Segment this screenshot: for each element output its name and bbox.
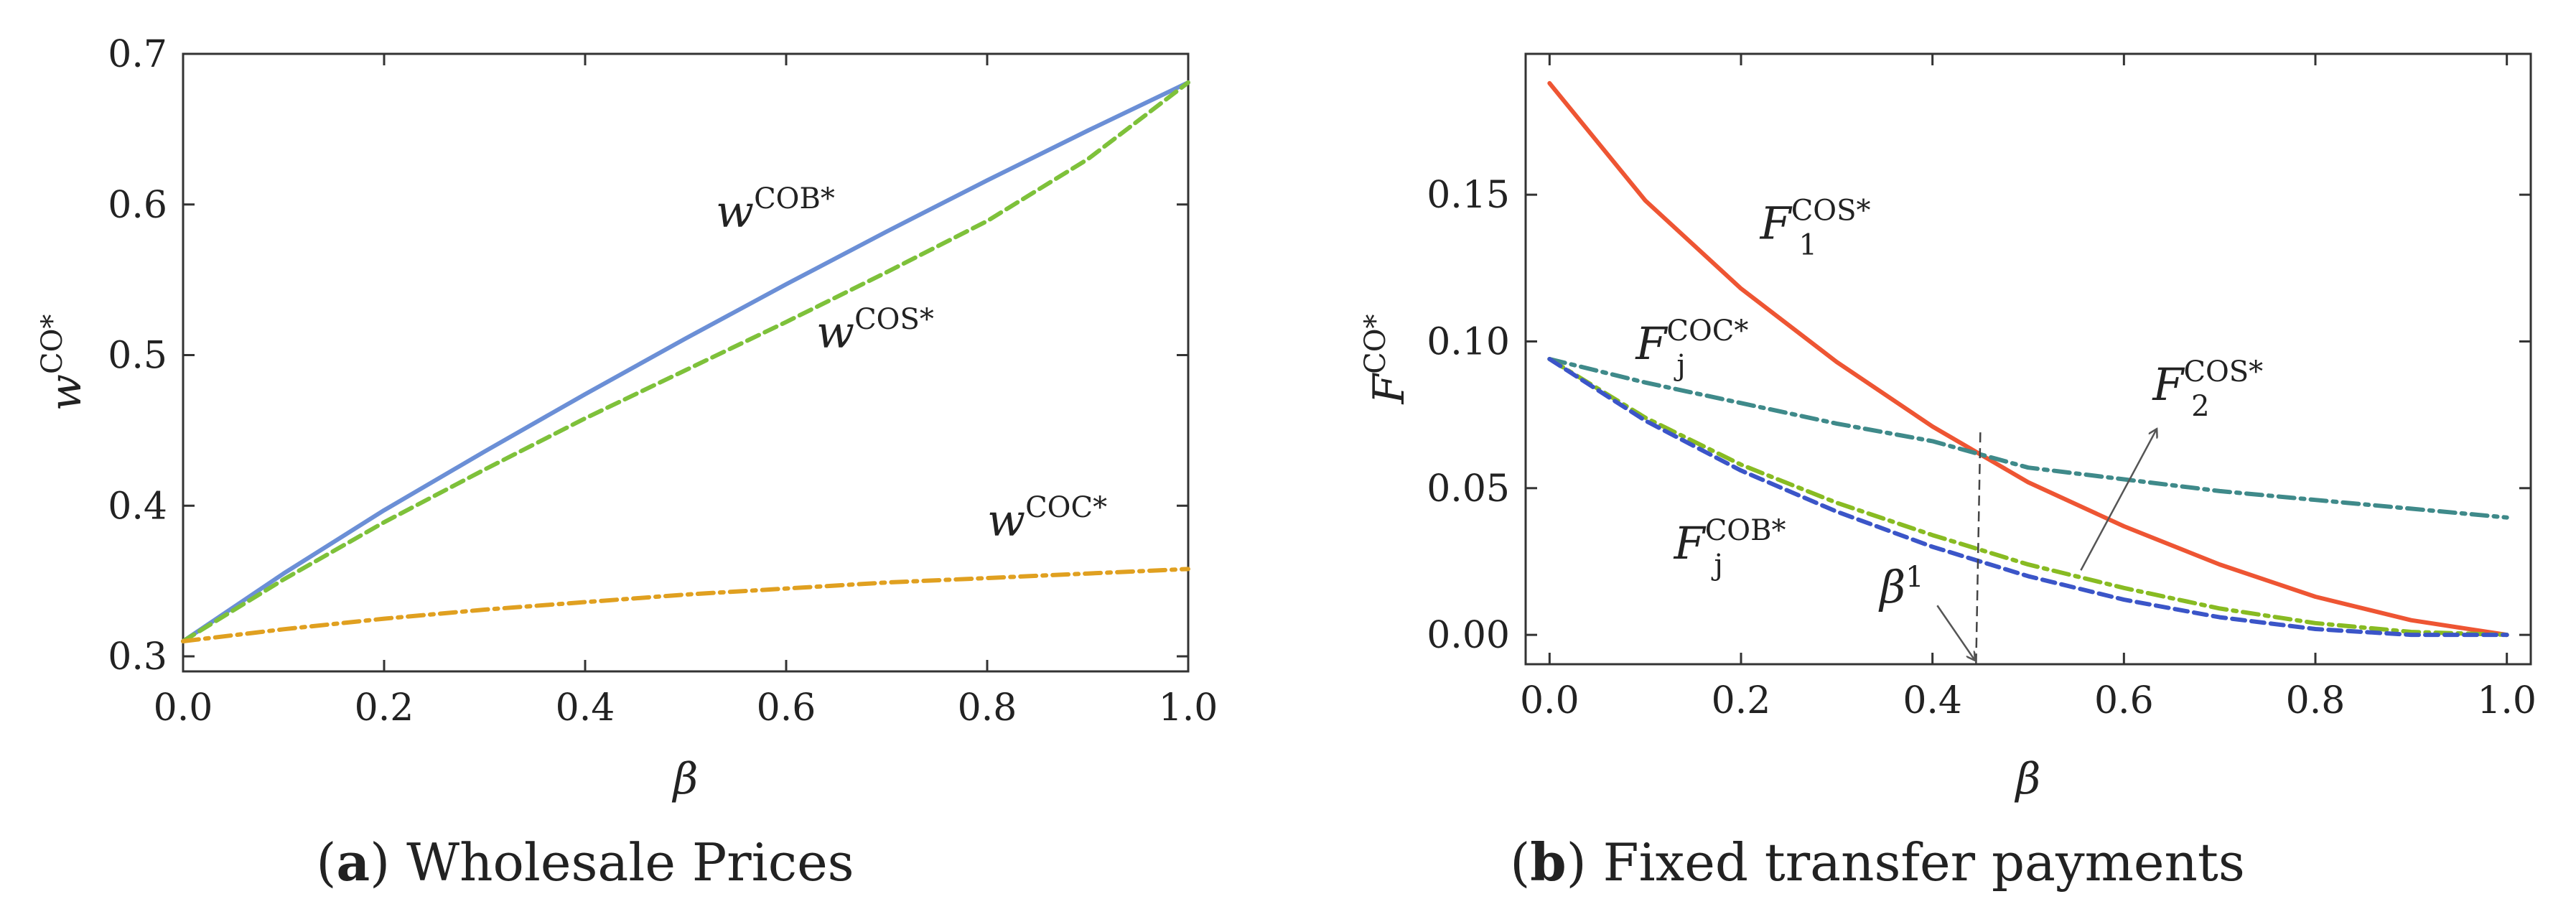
panel-a-ticks: 0.0 0.2 0.4 0.6 0.8 1.0 0.3 0.4 0.5 0.6 0.7 <box>108 33 1218 730</box>
panel-b-series-4-line <box>1547 357 2509 638</box>
panel-a-x-tick-label: 1.0 <box>1159 686 1218 730</box>
panel-b-x-tick-label: 0.4 <box>1903 679 1962 722</box>
panel-b-x-tick-label: 1.0 <box>2477 679 2537 722</box>
panel-b-caption: (b) Fixed transfer payments <box>1510 832 2245 893</box>
panel-a-series-label-base: w <box>716 185 754 238</box>
panel-a-y-axis-label: wCO* <box>36 315 91 411</box>
panel-a-series-label-sup: COS* <box>854 303 934 336</box>
panel-b-x-tick-label: 0.2 <box>1712 679 1771 722</box>
threshold-line <box>1975 432 1982 665</box>
panel-b-series-3-line <box>1547 357 2509 638</box>
panel-a-series-label-base: w <box>987 494 1025 546</box>
panel-b-series-2-line <box>1547 357 2509 520</box>
panel-a-series-label-2: wCOS* <box>816 303 934 358</box>
panel-a-series-label-sup: COB* <box>754 182 835 215</box>
panel-a-series-label-base: w <box>816 306 854 358</box>
panel-b-x-tick-label: 0.8 <box>2286 679 2346 722</box>
panel-b-series-label-2: FCOC* j <box>1635 315 1748 382</box>
panel-b-y-axis-label: FCO* <box>1359 314 1414 404</box>
threshold-label: β1 <box>1878 561 1923 613</box>
panel-b-y-label-base: F <box>1364 373 1414 405</box>
panel-b-series-label-3: FCOS* 2 <box>2152 355 2263 423</box>
panel-a-caption-letter: a <box>336 832 370 893</box>
panel-b-y-tick-label: 0.10 <box>1427 320 1510 363</box>
panel-a-y-label-sup: CO* <box>36 315 69 374</box>
panel-b-caption-letter: b <box>1530 832 1566 893</box>
panel-a-series-label-3: wCOC* <box>987 491 1107 546</box>
panel-a-y-label-base: w <box>41 374 91 411</box>
panel-b-series-label-sub: 2 <box>2191 390 2209 423</box>
panel-b-y-tick-label: 0.15 <box>1427 174 1510 217</box>
panel-b-series-label-4: FCOB* j <box>1674 514 1786 582</box>
panel-b-x-axis-label: β <box>2015 754 2041 804</box>
panel-b-series-label-sub: 1 <box>1799 228 1817 261</box>
panel-a-series-2-line <box>181 80 1190 643</box>
panel-b-annotations: β1 <box>1878 429 2156 665</box>
panel-a-y-tick-label: 0.5 <box>108 335 167 378</box>
panel-b-series-label-sup: COS* <box>1791 194 1871 227</box>
panel-b-series-label-sup: COB* <box>1705 514 1786 547</box>
panel-b-ticks: 0.0 0.2 0.4 0.6 0.8 1.0 0.00 0.05 0.10 0.15 <box>1427 54 2537 722</box>
panel-a-wholesale-prices: 0.0 0.2 0.4 0.6 0.8 1.00.30.40.50.60.7 wCOB*w… <box>36 33 1218 893</box>
panel-b-plot-frame <box>1524 52 2532 666</box>
panel-b-series-label-base: F <box>1760 197 1793 249</box>
panel-a-caption-text: Wholesale Prices <box>390 832 854 893</box>
panel-a-series-label-sup: COC* <box>1025 491 1107 524</box>
f2-label-arrow <box>2080 429 2156 571</box>
threshold-arrow <box>1936 605 1974 660</box>
panel-b-y-tick-label: 0.00 <box>1427 614 1510 657</box>
panel-b-series-label-sub: j <box>1674 349 1685 382</box>
panel-a-series-1-line <box>181 80 1190 643</box>
panel-b-series-label-sup: COS* <box>2183 355 2263 388</box>
panel-b-caption-text: Fixed transfer payments <box>1587 832 2245 893</box>
panel-b-y-tick-label: 0.05 <box>1427 467 1510 511</box>
panel-b-fixed-transfer-payments: 0.0 0.2 0.4 0.6 0.8 1.00.000.050.100.15 β1 FC… <box>1359 52 2537 893</box>
threshold-label-sup: 1 <box>1905 561 1923 594</box>
panel-b-y-label-sup: CO* <box>1359 314 1392 373</box>
panel-b-series-label-sub: j <box>1711 549 1722 582</box>
panel-a-caption: (a) Wholesale Prices <box>316 832 854 893</box>
panel-a-x-tick-label: 0.4 <box>556 686 615 730</box>
panel-b-series-label-base: F <box>2152 358 2185 411</box>
panel-a-series-label-1: wCOB* <box>716 182 835 238</box>
panel-b-series-label-sup: COC* <box>1666 315 1748 348</box>
panel-b-series-label-base: F <box>1635 317 1668 370</box>
threshold-label-base: β <box>1878 561 1905 613</box>
panel-a-plot-frame <box>182 52 1190 673</box>
panel-a-x-tick-label: 0.2 <box>355 686 414 730</box>
panel-a-series-3-line <box>181 567 1190 643</box>
panel-a-x-axis-label: β <box>672 754 699 804</box>
panel-b-series <box>1547 80 2509 638</box>
panel-b-x-tick-label: 0.0 <box>1520 679 1579 722</box>
panel-a-x-tick-label: 0.6 <box>757 686 816 730</box>
panel-a-y-tick-label: 0.4 <box>108 485 167 528</box>
panel-a-x-tick-label: 0.0 <box>154 686 213 730</box>
panel-b-x-tick-label: 0.6 <box>2094 679 2154 722</box>
panel-a-series-labels: wCOB*wCOS*wCOC* <box>716 182 1107 546</box>
panel-b-series-label-1: FCOS* 1 <box>1760 194 1871 261</box>
panel-a-series <box>181 80 1190 643</box>
panel-b-series-label-base: F <box>1674 517 1707 569</box>
panel-a-y-tick-label: 0.6 <box>108 184 167 227</box>
panel-b-series-1-line <box>1547 80 2509 638</box>
panel-a-y-tick-label: 0.3 <box>108 635 167 679</box>
panel-a-y-tick-label: 0.7 <box>108 33 167 76</box>
panel-a-x-tick-label: 0.8 <box>958 686 1017 730</box>
